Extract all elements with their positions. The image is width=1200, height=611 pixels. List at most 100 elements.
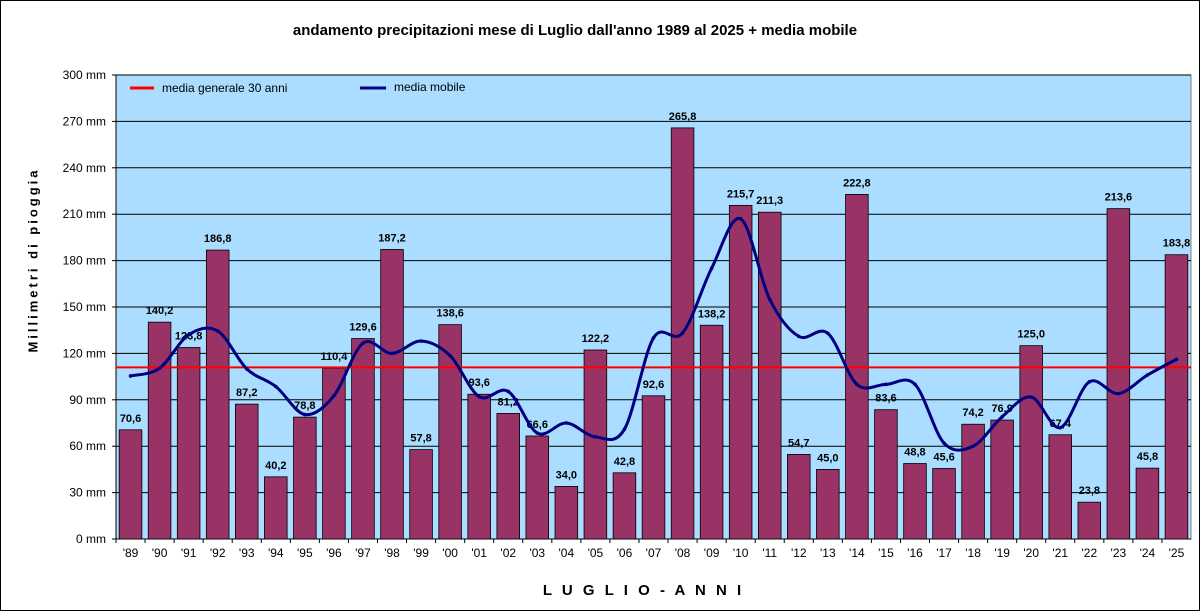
data-label: 183,8 (1163, 238, 1191, 250)
bar (583, 349, 608, 540)
x-tick-label: '95 (297, 546, 313, 560)
moving-average-point (273, 384, 278, 389)
moving-average-point (128, 374, 133, 378)
data-label: 83,6 (875, 393, 896, 405)
bar (1019, 345, 1043, 540)
y-tick-label: 120 mm (63, 346, 106, 360)
bar (699, 324, 724, 540)
data-label: 265,8 (669, 111, 697, 123)
x-tick-label: '01 (471, 546, 487, 560)
x-tick-label: '20 (1023, 546, 1039, 560)
y-tick-label: 150 mm (63, 300, 106, 314)
bar (1135, 467, 1160, 540)
x-tick-label: '17 (936, 546, 952, 560)
bar (728, 204, 753, 540)
moving-average-point (1116, 391, 1121, 396)
x-tick-label: '15 (878, 546, 894, 560)
x-tick-label: '12 (791, 546, 807, 560)
x-tick-label: '13 (820, 546, 836, 560)
x-tick-label: '07 (646, 546, 662, 560)
bar (293, 416, 317, 540)
bar (1077, 501, 1102, 540)
bar (351, 338, 375, 540)
moving-average-point (215, 329, 220, 333)
bar (525, 435, 550, 540)
moving-average-point (942, 441, 946, 445)
moving-average-point (855, 382, 859, 387)
x-axis-label: L U G L I O - A N N I (542, 582, 745, 599)
data-label: 222,8 (843, 177, 871, 189)
data-label: 57,8 (410, 433, 431, 445)
moving-average-point (1000, 415, 1004, 419)
x-tick-label: '18 (965, 546, 981, 560)
data-label: 215,7 (727, 188, 755, 200)
x-tick-label: '90 (152, 546, 168, 560)
moving-average-point (651, 336, 656, 340)
moving-average-point (564, 421, 569, 425)
x-tick-label: '98 (384, 546, 400, 560)
x-tick-label: '11 (762, 546, 777, 560)
y-tick-label: 270 mm (63, 114, 106, 128)
bar (787, 453, 811, 540)
bar (147, 321, 172, 540)
x-tick-label: '92 (210, 546, 226, 560)
x-tick-label: '21 (1052, 546, 1068, 560)
bar (438, 324, 462, 540)
moving-average-point (506, 389, 511, 394)
x-tick-label: '03 (529, 546, 545, 560)
x-tick-label: '23 (1111, 546, 1127, 560)
bar (380, 249, 404, 540)
moving-average-point (796, 334, 801, 339)
bar (990, 419, 1014, 540)
data-label: 129,6 (349, 322, 377, 334)
data-label: 213,6 (1105, 192, 1133, 204)
bar (641, 395, 666, 540)
bar (1106, 208, 1131, 540)
data-label: 92,6 (643, 379, 664, 391)
bar (1164, 254, 1189, 540)
legend-label-average: media generale 30 anni (162, 81, 287, 95)
x-tick-label: '02 (500, 546, 516, 560)
x-tick-label: '00 (442, 546, 458, 560)
moving-average-point (1029, 395, 1034, 399)
data-label: 187,2 (378, 232, 406, 244)
x-tick-label: '94 (268, 546, 284, 560)
x-tick-label: '04 (559, 546, 575, 560)
data-label: 138,6 (436, 308, 464, 320)
x-tick-label: '93 (239, 546, 255, 560)
data-label: 42,8 (614, 456, 635, 468)
data-label: 186,8 (204, 233, 232, 245)
chart-title: andamento precipitazioni mese di Luglio … (292, 22, 858, 39)
moving-average-point (390, 351, 394, 356)
y-tick-label: 240 mm (63, 161, 106, 175)
bar (874, 409, 898, 540)
data-label: 140,2 (146, 305, 174, 317)
bar (554, 486, 579, 540)
x-tick-label: '08 (675, 546, 691, 560)
bar (205, 249, 230, 540)
bar (903, 463, 927, 540)
y-tick-label: 210 mm (63, 207, 106, 221)
x-tick-label: '25 (1169, 546, 1185, 560)
bar (932, 468, 956, 540)
data-label: 93,6 (468, 377, 489, 389)
data-label: 138,2 (698, 308, 726, 320)
y-tick-label: 180 mm (63, 254, 106, 268)
y-tick-label: 90 mm (69, 393, 106, 407)
moving-average-point (826, 331, 830, 336)
moving-average-point (971, 444, 975, 449)
moving-average-point (884, 382, 888, 387)
x-tick-label: '09 (704, 546, 720, 560)
bar (612, 472, 637, 540)
moving-average-point (303, 412, 307, 417)
bar (409, 449, 433, 540)
x-tick-label: '91 (181, 546, 197, 560)
bar (1048, 434, 1072, 540)
x-tick-label: '89 (123, 546, 139, 560)
moving-average-point (1174, 357, 1179, 362)
legend-label-moving: media mobile (394, 80, 466, 94)
y-tick-label: 300 mm (63, 68, 106, 82)
data-label: 45,0 (817, 452, 838, 464)
bar (264, 476, 288, 540)
